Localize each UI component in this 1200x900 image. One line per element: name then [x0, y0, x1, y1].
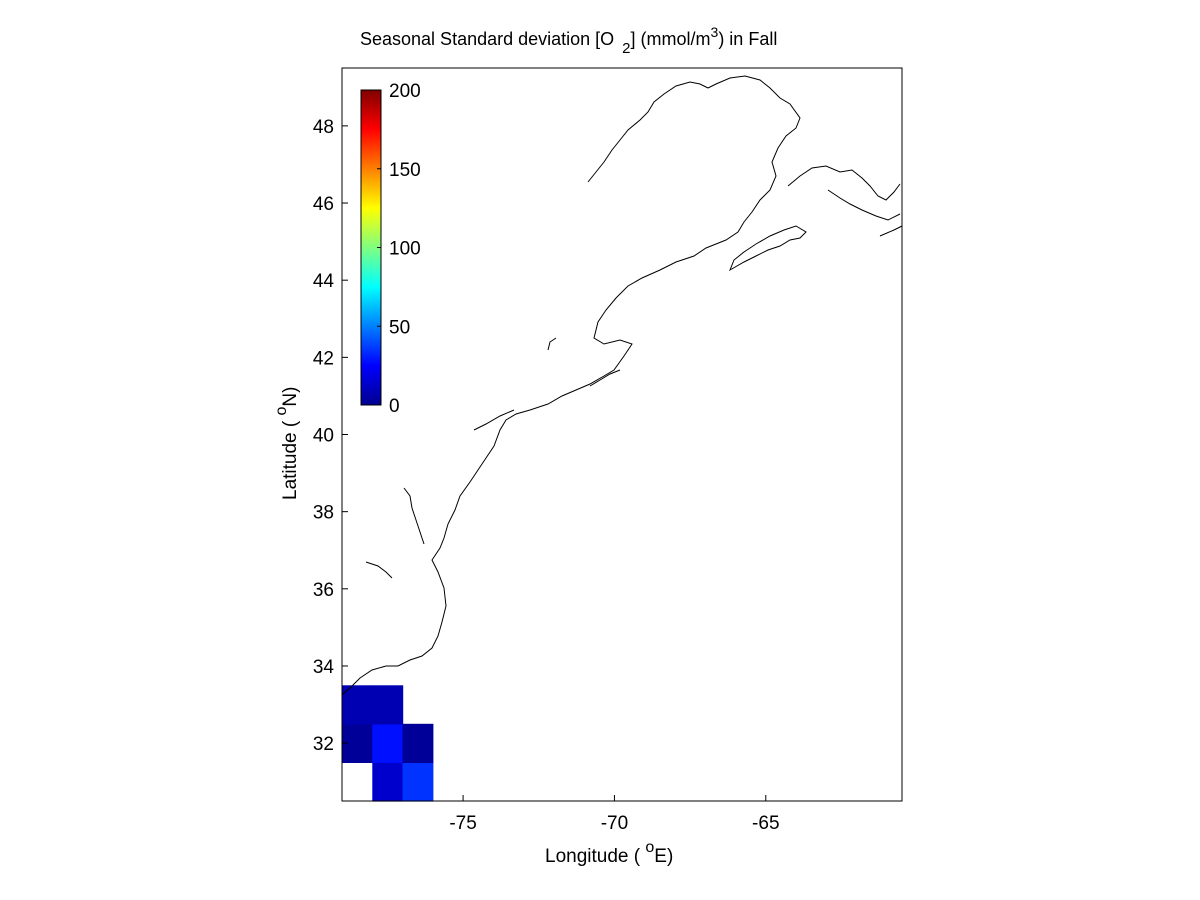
x-axis-ticks: -75 -70 -65	[449, 795, 780, 834]
y-axis-ticks: 32 34 36 38 40 42 44 46 48	[313, 117, 348, 755]
y-tick-label: 44	[313, 271, 335, 292]
colorbar-ticks: 0 50 100 150 200	[377, 81, 421, 417]
x-tick-label: -75	[449, 813, 476, 834]
colorbar-tick-label: 200	[389, 81, 421, 102]
y-tick-label: 32	[313, 734, 334, 755]
y-tick-label: 40	[313, 426, 334, 447]
data-cell	[402, 762, 434, 802]
y-tick-label: 46	[313, 194, 334, 215]
x-tick-label: -70	[601, 813, 628, 834]
colorbar-tick-label: 100	[389, 239, 421, 260]
y-axis-label: Latitude ( oN)	[273, 387, 301, 500]
x-axis-label: Longitude ( oE)	[545, 839, 673, 867]
y-tick-label: 36	[313, 580, 334, 601]
map-background	[342, 68, 902, 801]
data-cell	[372, 685, 404, 725]
data-cell	[342, 685, 373, 725]
colorbar-tick-label: 0	[389, 396, 400, 417]
y-tick-label: 34	[313, 657, 335, 678]
data-cells	[342, 685, 434, 802]
colorbar: 0 50 100 150 200	[360, 81, 421, 417]
chart-title: Seasonal Standard deviation [O 2] (mmol/m…	[360, 24, 777, 57]
y-tick-label: 38	[313, 503, 334, 524]
coastline	[341, 75, 903, 696]
plot-area: 0 50 100 150 200	[341, 67, 903, 802]
data-cell	[372, 723, 404, 763]
colorbar-tick-label: 150	[389, 160, 421, 181]
colorbar-tick-label: 50	[389, 317, 410, 338]
y-tick-label: 48	[313, 117, 334, 138]
data-cell	[402, 723, 434, 763]
y-tick-label: 42	[313, 348, 334, 369]
x-tick-label: -65	[752, 813, 779, 834]
data-cell	[372, 762, 404, 802]
